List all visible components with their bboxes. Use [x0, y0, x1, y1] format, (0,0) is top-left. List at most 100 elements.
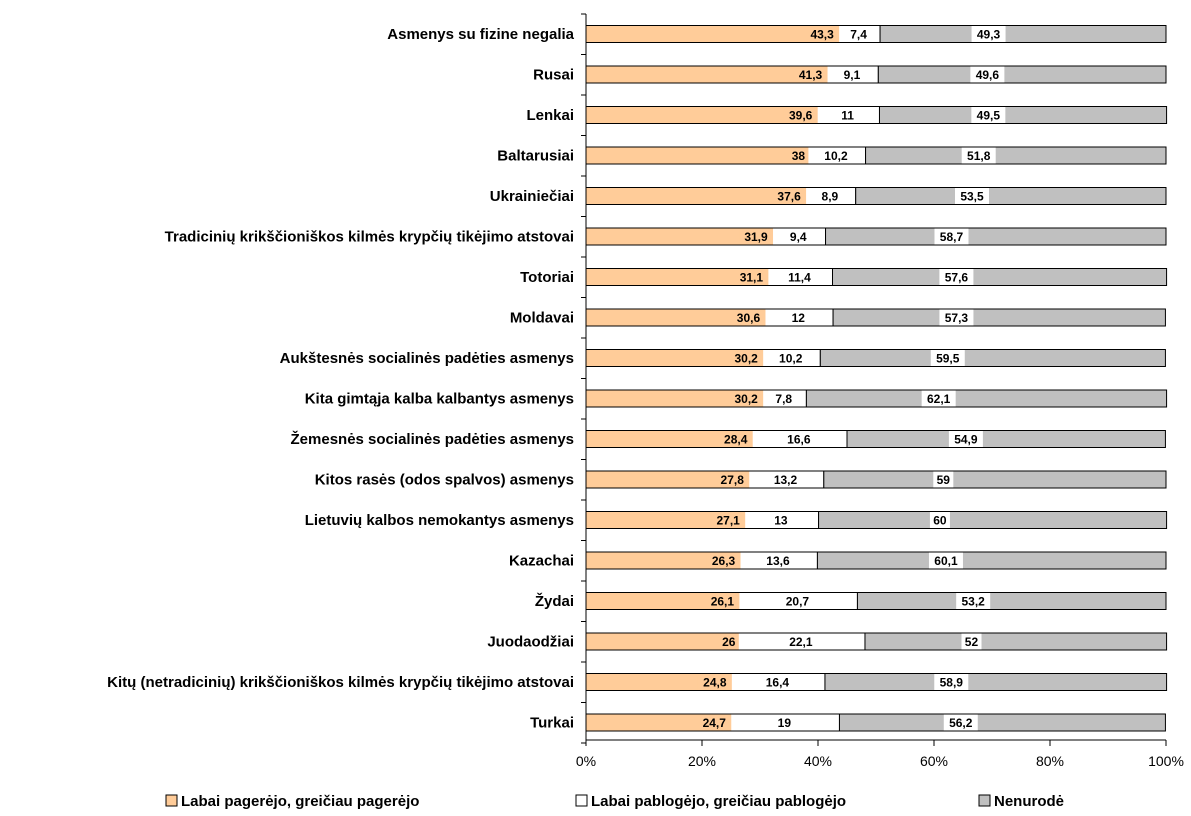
data-label: 30,2 — [734, 352, 758, 366]
category-label: Kita gimtąja kalba kalbantys asmenys — [305, 391, 574, 408]
data-label: 51,8 — [967, 149, 991, 163]
x-tick-label: 20% — [688, 753, 716, 769]
data-label: 27,1 — [717, 514, 741, 528]
bar-segment-series-3 — [879, 25, 1167, 43]
data-label-bg — [731, 309, 766, 326]
data-label-bg — [782, 269, 817, 285]
data-label-bg — [697, 714, 732, 731]
data-label: 24,7 — [703, 716, 727, 730]
data-label-bg — [930, 350, 965, 366]
category-label: Kitos rasės (odos spalvos) asmenys — [315, 472, 574, 489]
data-label: 58,9 — [940, 676, 964, 690]
data-label-bg — [788, 309, 809, 326]
legend-label: Labai pagerėjo, greičiau pagerėjo — [181, 793, 419, 810]
data-label: 56,2 — [949, 716, 973, 730]
data-label-bg — [770, 390, 798, 407]
category-label: Totoriai — [520, 269, 574, 286]
category-label: Žydai — [535, 592, 574, 610]
bar-segment-series-3 — [877, 65, 1167, 84]
bar-segment-series-1 — [585, 65, 827, 84]
bar-segment-series-3 — [855, 187, 1167, 205]
data-label-bg — [729, 390, 764, 407]
data-label-bg — [961, 633, 982, 650]
data-label: 52 — [965, 635, 979, 649]
legend: Labai pagerėjo, greičiau pagerėjo Labai p… — [165, 793, 1064, 810]
data-label: 49,6 — [976, 68, 1000, 82]
data-label: 20,7 — [786, 595, 810, 609]
data-label: 13,6 — [766, 554, 790, 568]
legend-swatch — [165, 794, 178, 807]
data-label: 62,1 — [927, 392, 951, 406]
data-label: 13 — [774, 514, 788, 528]
legend-swatch — [575, 794, 588, 807]
data-label-bg — [711, 512, 746, 528]
category-label: Juodaodžiai — [487, 634, 574, 651]
data-label-bg — [818, 147, 853, 164]
category-labels: Asmenys su fizine negalia Rusai Lenkai Balt… — [107, 26, 574, 732]
data-label: 53,5 — [960, 190, 984, 204]
category-label: Aukštesnės socialinės padėties asmenys — [280, 350, 574, 367]
bar-segment-series-3 — [824, 673, 1168, 691]
data-label: 19 — [778, 716, 792, 730]
data-label-bg — [948, 431, 983, 447]
data-label-bg — [934, 674, 969, 690]
data-label: 58,7 — [940, 230, 964, 244]
data-label: 60 — [933, 514, 947, 528]
data-label: 22,1 — [789, 635, 813, 649]
data-label: 60,1 — [934, 554, 958, 568]
data-label: 11 — [841, 109, 854, 123]
data-label-bg — [928, 552, 963, 569]
bar-segment-series-3 — [878, 106, 1168, 124]
data-label-bg — [837, 107, 858, 123]
data-label-bg — [783, 633, 818, 650]
data-label: 57,3 — [945, 311, 969, 325]
data-label: 43,3 — [810, 28, 834, 42]
data-label: 31,1 — [740, 271, 764, 285]
bar-segment-series-3 — [825, 227, 1167, 246]
data-label-bg — [921, 390, 956, 407]
x-tick-label: 0% — [576, 753, 596, 769]
data-label: 26,1 — [711, 595, 735, 609]
data-label: 16,6 — [787, 433, 811, 447]
category-label: Ukrainiečiai — [490, 188, 574, 205]
data-label: 59,5 — [936, 352, 960, 366]
data-label: 49,5 — [977, 109, 1001, 123]
x-tick-label: 40% — [804, 753, 832, 769]
data-label-bg — [816, 188, 844, 204]
legend-label: Nenurodė — [994, 793, 1064, 810]
data-label-bg — [939, 309, 974, 326]
data-label-bg — [784, 228, 812, 245]
data-label-bg — [783, 107, 818, 123]
data-label-bg — [706, 552, 741, 569]
data-label-bg — [760, 552, 795, 569]
data-label: 16,4 — [766, 676, 790, 690]
data-label: 9,4 — [790, 230, 807, 244]
data-label-bg — [697, 674, 732, 690]
bar-segment-series-3 — [832, 308, 1166, 327]
data-label-bg — [943, 714, 978, 731]
category-label: Kazachai — [509, 553, 574, 570]
bar-segment-series-1 — [585, 25, 838, 43]
data-label: 26 — [722, 635, 736, 649]
data-label: 53,2 — [961, 595, 985, 609]
data-label-bg — [774, 714, 795, 731]
bar-segment-series-3 — [846, 430, 1166, 448]
axes: 0% 20% 40% 60% 80% 100% — [576, 13, 1184, 769]
bar-segment-series-3 — [816, 551, 1167, 570]
data-label-bg — [718, 633, 739, 650]
data-label-bg — [793, 66, 828, 83]
data-label: 31,9 — [744, 230, 768, 244]
category-label: Tradicinių krikščioniškos kilmės krypčių… — [165, 229, 574, 246]
bar-segment-series-3 — [823, 470, 1167, 489]
legend-label: Labai pablogėjo, greičiau pablogėjo — [591, 793, 846, 810]
data-label: 7,8 — [775, 392, 792, 406]
data-label-bg — [933, 471, 954, 488]
data-label: 30,6 — [737, 311, 761, 325]
data-label-bg — [954, 188, 989, 204]
data-label: 10,2 — [824, 149, 848, 163]
category-label: Lenkai — [526, 107, 574, 124]
data-label: 27,8 — [721, 473, 745, 487]
bar-segment-series-1 — [585, 632, 738, 651]
data-label-bg — [845, 26, 873, 42]
data-label-bg — [805, 26, 840, 42]
